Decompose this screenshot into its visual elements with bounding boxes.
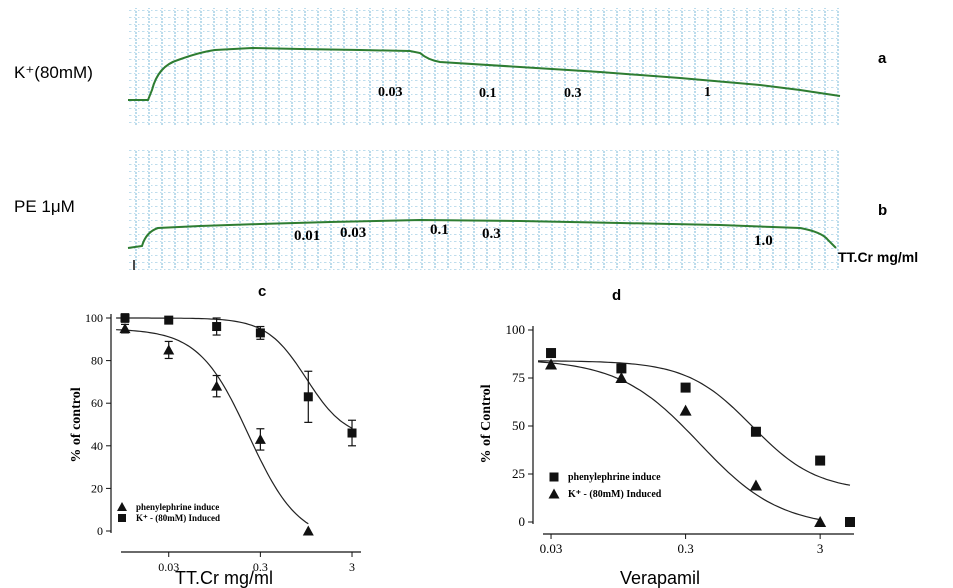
chart-c-point-square [304, 392, 313, 401]
chart-d-ytick-label: 75 [512, 370, 525, 385]
chart-c-point-square [164, 316, 173, 325]
trace-panel-b: PE 1μM b 0.01 0.03 0.1 0.3 1.0 TT.Cr mg/… [14, 150, 918, 270]
chart-c-ytick-label: 80 [91, 354, 103, 368]
trace-panel-a: K⁺(80mM) a 0.03 0.1 0.3 1 [14, 8, 887, 126]
chart-c-ytick-label: 40 [91, 439, 103, 453]
chart-c-point-square [121, 314, 130, 323]
chart-d-point-square [616, 363, 626, 373]
chart-c-legend-label-1: phenylephrine induce [136, 502, 219, 512]
chart-c-point-triangle [211, 381, 222, 391]
chart-d-ytick-label: 0 [519, 514, 526, 529]
chart-d-ytick-label: 100 [506, 322, 526, 337]
chart-d-point-square [751, 427, 761, 437]
chart-c-xtick-label: 3 [349, 560, 355, 574]
trace-b-dose-4: 0.3 [482, 226, 501, 242]
trace-b-agonist-label: PE 1μM [14, 197, 75, 216]
chart-c-point-triangle [255, 434, 266, 444]
trace-b-unit-label: TT.Cr mg/ml [838, 249, 918, 265]
trace-a-panel-label: a [878, 50, 887, 67]
chart-c-legend-marker-1 [117, 502, 127, 511]
chart-c-point-square [256, 328, 265, 337]
chart-d-legend-label-2: K⁺ - (80mM) Induced [568, 489, 662, 500]
chart-d-point-triangle [750, 480, 762, 491]
trace-a-grid [128, 8, 840, 126]
chart-d-xtick-label: 3 [817, 541, 824, 556]
chart-d-point-triangle [814, 516, 826, 527]
chart-d-point-square [681, 383, 691, 393]
chart-d-xlabel: Verapamil [620, 568, 700, 588]
chart-d-point-triangle [545, 359, 557, 370]
chart-c-xtick-label: 0.3 [253, 560, 268, 574]
chart-c-ytick-label: 60 [91, 396, 103, 410]
chart-d-ylabel: % of Control [479, 384, 494, 463]
trace-a-dose-1: 0.03 [378, 85, 403, 100]
trace-b-panel-label: b [878, 202, 887, 219]
chart-c-point-square [348, 429, 357, 438]
chart-d-fit-curve-1 [538, 361, 850, 485]
chart-c-fit-curve-1 [116, 330, 308, 524]
chart-d-ytick-label: 50 [512, 418, 525, 433]
chart-c-point-square [212, 322, 221, 331]
trace-b-dose-1: 0.01 [294, 228, 320, 244]
chart-d-point-triangle [615, 372, 627, 383]
chart-d-xtick-label: 0.03 [540, 541, 563, 556]
trace-b-grid [128, 150, 840, 270]
chart-c-ytick-label: 0 [97, 524, 103, 538]
trace-b-dose-5: 1.0 [754, 233, 773, 249]
trace-b-dose-3: 0.1 [430, 222, 449, 238]
chart-d-xtick-label: 0.3 [677, 541, 693, 556]
chart-d-legend-marker-1 [550, 473, 559, 482]
chart-d-point-square [845, 517, 855, 527]
chart-c-ylabel: % of control [69, 387, 84, 462]
chart-c-xtick-label: 0.03 [158, 560, 179, 574]
chart-c-fit-curve-2 [116, 318, 352, 428]
trace-b-dose-2: 0.03 [340, 225, 366, 241]
chart-d-point-triangle [680, 405, 692, 416]
chart-c: c TT.Cr mg/ml % of control 0204060801000… [69, 283, 361, 588]
chart-d-ytick-label: 25 [512, 466, 525, 481]
chart-c-legend-marker-2 [118, 514, 126, 522]
chart-d-point-square [815, 456, 825, 466]
chart-c-panel-label: c [258, 283, 266, 300]
chart-c-ytick-label: 100 [85, 311, 103, 325]
chart-c-point-triangle [163, 344, 174, 354]
chart-c-ytick-label: 20 [91, 481, 103, 495]
trace-a-agonist-label: K⁺(80mM) [14, 63, 93, 82]
trace-a-dose-2: 0.1 [479, 86, 497, 101]
chart-d-legend-label-1: phenylephrine induce [568, 472, 661, 483]
chart-d-point-square [546, 348, 556, 358]
chart-d-panel-label: d [612, 287, 621, 304]
trace-a-dose-4: 1 [704, 85, 711, 100]
chart-d: d Verapamil % of Control 0 25 50 75 100 0.03 0… [479, 287, 855, 588]
trace-a-dose-3: 0.3 [564, 86, 582, 101]
chart-d-legend-marker-2 [549, 489, 560, 499]
chart-c-point-triangle [303, 526, 314, 536]
chart-c-legend-label-2: K⁺ - (80mM) Induced [136, 513, 220, 523]
